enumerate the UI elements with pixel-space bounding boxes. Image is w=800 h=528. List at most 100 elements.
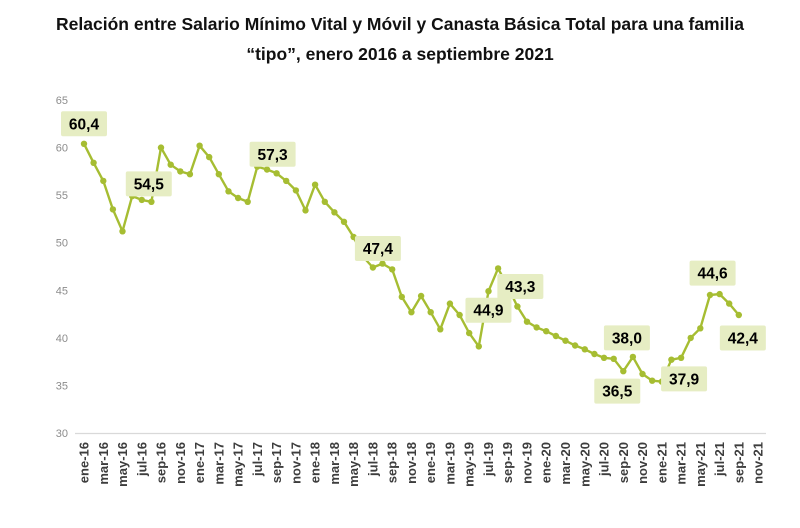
- data-point: [562, 337, 569, 344]
- data-point: [687, 334, 694, 342]
- data-label-box: [689, 260, 736, 286]
- data-label-text: 36,5: [602, 384, 633, 401]
- x-axis-tick-label: nov-17: [288, 442, 303, 484]
- data-point: [581, 346, 588, 353]
- data-point: [215, 171, 222, 178]
- data-label-text: 43,3: [505, 279, 536, 296]
- chart-title: Relación entre Salario Mínimo Vital y Mó…: [0, 9, 800, 69]
- x-axis-tick-label: jul-16: [134, 442, 149, 477]
- data-point: [292, 187, 300, 194]
- data-point: [466, 329, 473, 337]
- y-axis-tick-label: 60: [56, 143, 68, 155]
- data-label-box: [594, 378, 641, 404]
- data-point: [427, 309, 434, 316]
- x-axis-tick-label: ene-17: [192, 442, 207, 483]
- x-axis-tick-label: sep-19: [500, 442, 515, 483]
- x-axis-tick-label: sep-21: [731, 442, 746, 483]
- x-axis-tick-label: jul-20: [597, 442, 612, 477]
- data-label-box: [61, 111, 107, 137]
- data-label-box: [497, 273, 544, 299]
- y-axis-tick-label: 40: [56, 333, 68, 345]
- x-axis-tick-label: sep-20: [616, 442, 631, 483]
- data-point: [234, 194, 242, 202]
- x-axis-tick-label: nov-21: [751, 442, 766, 484]
- data-point: [186, 171, 194, 178]
- x-axis-tick-label: ene-20: [539, 442, 554, 483]
- data-point: [244, 198, 251, 205]
- data-point: [263, 166, 271, 173]
- data-point: [600, 354, 608, 361]
- x-axis-tick-label: nov-16: [173, 442, 188, 484]
- data-label-text: 37,9: [669, 371, 700, 388]
- data-label-text: 42,4: [728, 331, 759, 348]
- data-point: [610, 355, 617, 362]
- data-label-box: [465, 297, 512, 323]
- data-label-box: [719, 325, 766, 351]
- x-axis-tick-label: nov-18: [404, 442, 419, 484]
- data-point: [119, 228, 126, 235]
- data-point: [494, 265, 502, 272]
- x-axis-tick-label: jul-19: [481, 442, 496, 477]
- y-axis-tick-label: 30: [56, 428, 68, 440]
- x-axis-tick-label: may-20: [577, 442, 592, 487]
- y-axis-tick-label: 45: [56, 285, 68, 297]
- x-axis-tick-label: may-21: [693, 442, 708, 487]
- x-axis-tick-label: may-17: [231, 442, 246, 487]
- data-point: [446, 300, 454, 307]
- x-axis-tick-label: sep-16: [154, 442, 169, 483]
- data-point: [157, 144, 165, 151]
- data-point: [109, 206, 117, 213]
- data-label-box: [354, 235, 401, 261]
- data-point: [726, 300, 733, 307]
- data-point: [283, 177, 290, 185]
- data-point: [369, 264, 377, 271]
- x-axis-tick-label: nov-19: [519, 442, 534, 484]
- x-axis-tick-label: jul-17: [250, 442, 265, 477]
- x-axis-tick-label: sep-18: [385, 442, 400, 483]
- data-point: [649, 377, 656, 384]
- data-point: [591, 350, 598, 358]
- data-point: [138, 196, 145, 204]
- data-point: [456, 311, 463, 319]
- data-point: [485, 288, 492, 295]
- x-axis-tick-label: mar-18: [327, 442, 342, 485]
- data-label-box: [603, 325, 650, 351]
- x-axis-tick-label: jul-21: [712, 442, 727, 477]
- data-point: [148, 198, 155, 205]
- data-point: [408, 309, 415, 316]
- x-axis-tick-label: ene-16: [77, 442, 92, 483]
- data-point: [571, 342, 579, 349]
- data-point: [697, 325, 704, 332]
- data-label-text: 44,9: [473, 303, 504, 320]
- data-point: [677, 354, 685, 361]
- data-point: [543, 328, 550, 335]
- x-axis-tick-label: ene-19: [423, 442, 438, 483]
- data-point: [302, 207, 309, 214]
- data-point: [620, 368, 627, 375]
- data-point: [398, 293, 405, 301]
- data-point: [735, 311, 742, 319]
- data-point: [340, 218, 348, 225]
- x-axis-tick-label: ene-21: [654, 442, 669, 483]
- data-point: [533, 324, 540, 331]
- data-point: [100, 177, 107, 185]
- data-point: [321, 198, 328, 205]
- data-point: [629, 353, 637, 361]
- data-label-box: [661, 366, 708, 392]
- data-point: [167, 161, 174, 168]
- data-label-text: 60,4: [69, 116, 100, 133]
- data-point: [206, 153, 213, 161]
- data-label-box: [249, 141, 296, 167]
- data-point: [389, 266, 396, 273]
- y-axis-tick-label: 55: [56, 190, 68, 202]
- data-point: [331, 209, 338, 216]
- x-axis-tick-label: jul-18: [365, 442, 380, 477]
- x-axis-tick-label: mar-16: [96, 442, 111, 485]
- x-axis-tick-label: mar-20: [558, 442, 573, 485]
- data-point: [90, 159, 97, 166]
- chart-title-line2: “tipo”, enero 2016 a septiembre 2021: [246, 44, 554, 64]
- y-axis-tick-label: 35: [56, 380, 68, 392]
- data-point: [225, 188, 232, 195]
